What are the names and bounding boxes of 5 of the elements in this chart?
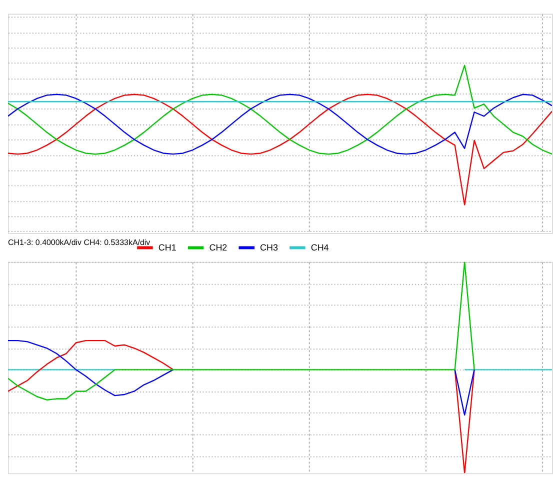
legend-label: CH1 <box>158 242 176 253</box>
legend-label: CH3 <box>260 242 278 253</box>
legend-label: CH4 <box>310 242 329 253</box>
text: CH1-3: 0.4000kA/div CH4: 0.5333kA/div <box>8 238 150 247</box>
legend-label: CH2 <box>209 242 228 253</box>
